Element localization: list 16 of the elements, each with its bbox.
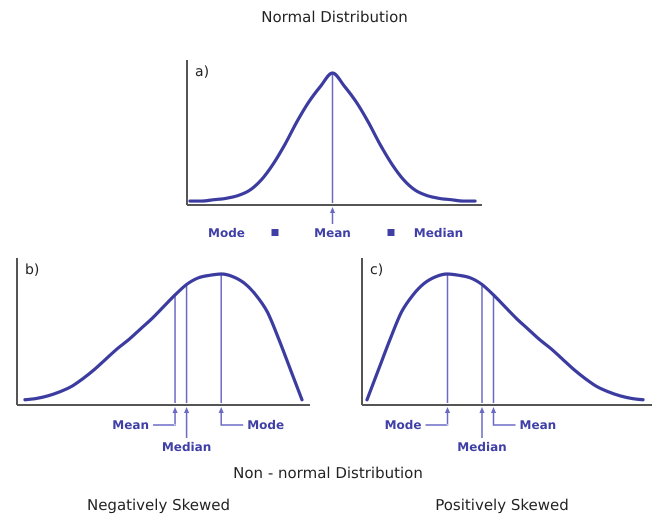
x-axis-title: Negatively Skewed [86, 496, 230, 514]
text: Mean [112, 418, 150, 432]
text: Non - normal Distribution [233, 464, 423, 482]
annotation: a) [195, 64, 210, 80]
text: Median [457, 440, 507, 454]
text: Mode [247, 418, 284, 432]
x-axis-title: Positively Skewed [435, 496, 569, 514]
text: Mode [384, 418, 422, 432]
text: Mean [520, 418, 556, 432]
annotation: c) [370, 262, 384, 278]
text: Median [414, 226, 464, 240]
chart-title: Normal Distribution [261, 8, 408, 26]
text: Median [162, 440, 212, 454]
annotation: b) [25, 262, 40, 278]
text: Mode [208, 226, 245, 240]
text: Mean [314, 226, 351, 240]
